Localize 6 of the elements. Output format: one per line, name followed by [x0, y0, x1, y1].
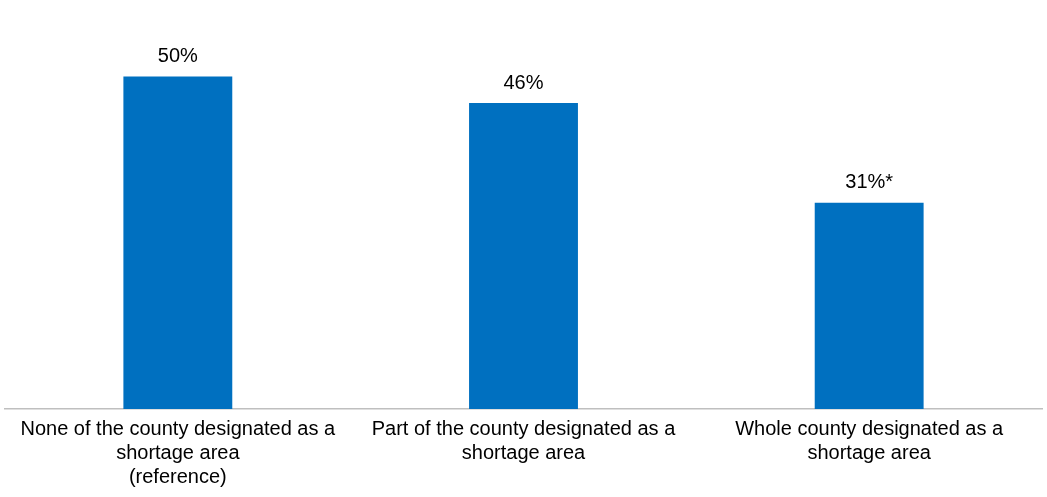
x-tick-label: Part of the county designated as a shortage area — [371, 416, 677, 463]
x-tick-label: None of the county designated as a shortage area (reference) — [20, 416, 337, 487]
x-tick-label: Whole county designated as a shortage area — [735, 416, 1005, 463]
data-label: 46% — [503, 70, 544, 93]
data-label: 50% — [157, 44, 199, 67]
data-label: 31%* — [845, 170, 894, 193]
